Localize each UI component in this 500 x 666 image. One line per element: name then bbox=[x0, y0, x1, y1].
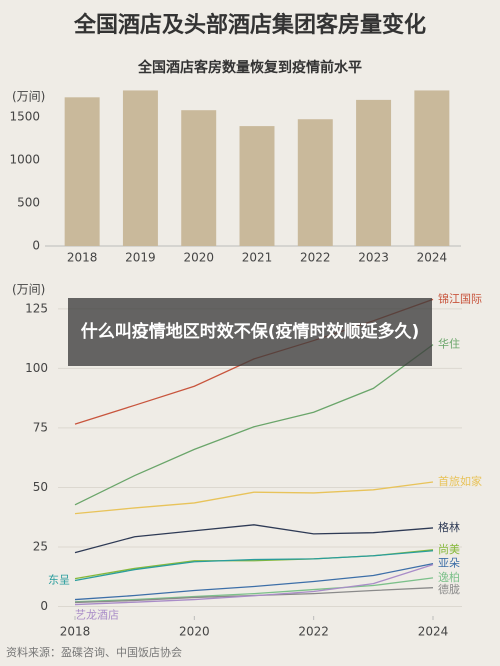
line bbox=[74, 563, 434, 606]
series-label: 锦江国际 bbox=[438, 291, 482, 305]
x-tick-label: 2022 bbox=[298, 625, 329, 639]
bar bbox=[64, 97, 100, 247]
bar bbox=[239, 126, 275, 246]
series-label: 德胧 bbox=[438, 582, 460, 596]
x-tick-label: 2022 bbox=[300, 251, 331, 265]
line bbox=[74, 481, 434, 515]
y-tick-label: 75 bbox=[33, 420, 48, 434]
series-label: 东呈 bbox=[48, 574, 70, 587]
line bbox=[74, 587, 434, 604]
line bbox=[74, 562, 434, 601]
x-tick-label: 2018 bbox=[60, 625, 91, 639]
y-tick-label: 0 bbox=[32, 239, 40, 253]
y-tick-label: 125 bbox=[25, 301, 48, 315]
bar bbox=[414, 90, 450, 246]
series-label: 华住 bbox=[438, 337, 460, 351]
x-tick-label: 2020 bbox=[179, 625, 210, 639]
x-tick-label: 2024 bbox=[418, 625, 449, 639]
page-title: 全国酒店及头部酒店集团客房量变化 bbox=[73, 12, 426, 38]
y-axis-label: (万间) bbox=[12, 283, 45, 297]
y-tick-label: 1000 bbox=[9, 153, 40, 167]
x-tick-label: 2019 bbox=[125, 251, 156, 265]
chart-title: 全国酒店客房数量恢复到疫情前水平 bbox=[137, 59, 362, 76]
y-tick-label: 500 bbox=[17, 196, 40, 210]
line bbox=[74, 344, 434, 506]
series-label: 亚朵 bbox=[438, 557, 460, 570]
bar bbox=[181, 110, 217, 246]
y-axis-label: (万间) bbox=[12, 90, 45, 104]
line bbox=[74, 577, 434, 603]
series-label: 首旅如家 bbox=[438, 474, 482, 488]
series-label: 格林 bbox=[438, 520, 460, 534]
y-tick-label: 0 bbox=[40, 599, 48, 613]
x-tick-label: 2023 bbox=[358, 251, 389, 265]
overlay-caption: 什么叫疫情地区时效不保(疫情时效顺延多久) bbox=[68, 298, 432, 366]
x-tick-label: 2020 bbox=[183, 251, 214, 265]
bar bbox=[297, 119, 333, 246]
y-tick-label: 25 bbox=[33, 539, 48, 553]
line bbox=[74, 550, 434, 582]
series-label: 艺龙酒店 bbox=[75, 608, 119, 622]
x-tick-label: 2021 bbox=[242, 251, 273, 265]
series-label: 尚美 bbox=[438, 542, 460, 556]
bar bbox=[122, 90, 158, 246]
x-tick-label: 2024 bbox=[417, 251, 448, 265]
series-label: 逸柏 bbox=[438, 570, 460, 584]
y-tick-label: 50 bbox=[33, 480, 48, 494]
line bbox=[74, 524, 434, 554]
y-tick-label: 100 bbox=[25, 361, 48, 375]
source: 资料来源：盈碟咨询、中国饭店协会 bbox=[6, 645, 182, 659]
bar bbox=[356, 99, 392, 246]
x-tick-label: 2018 bbox=[67, 251, 98, 265]
y-tick-label: 1500 bbox=[9, 110, 40, 124]
